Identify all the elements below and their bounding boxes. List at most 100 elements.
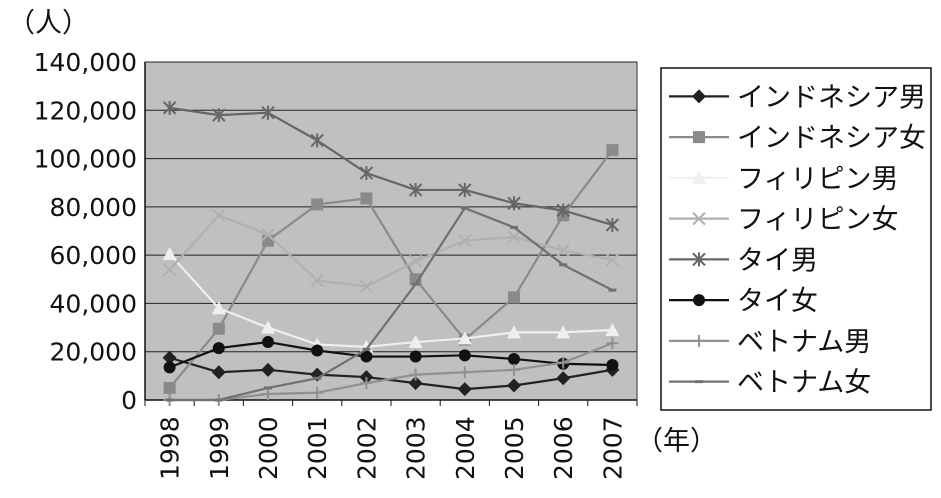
legend-marker: [692, 170, 706, 184]
data-point: [162, 262, 177, 277]
data-point: [212, 342, 225, 355]
data-point: [507, 325, 521, 339]
data-point: [606, 358, 619, 371]
data-point: [508, 291, 520, 304]
data-point: [457, 382, 472, 397]
data-point: [510, 225, 518, 229]
y-tick-label: 100,000: [34, 145, 137, 174]
legend-label: インドネシア男: [737, 82, 926, 113]
data-point: [605, 217, 620, 232]
legend-marker: [693, 334, 705, 347]
x-tick-label: 1999: [205, 416, 234, 480]
series-line: [168, 149, 614, 389]
data-point: [310, 273, 324, 288]
data-point: [262, 387, 274, 400]
legend-marker: [693, 294, 705, 307]
legend-item: ベトナム女: [669, 368, 871, 399]
y-tick-label: 40,000: [50, 289, 137, 318]
legend-item: インドネシア男: [669, 82, 926, 113]
y-tick-label: 120,000: [34, 96, 137, 125]
data-point: [163, 381, 176, 394]
legend-marker: [695, 380, 703, 384]
data-point: [359, 279, 374, 294]
x-tick-label: 2004: [451, 416, 480, 480]
data-point: [359, 370, 374, 385]
data-point: [262, 336, 274, 349]
data-point: [608, 288, 617, 292]
series-line: [169, 206, 613, 402]
data-point: [507, 196, 521, 211]
data-point: [559, 263, 568, 267]
legend-label: タイ男: [737, 245, 818, 276]
legend-item: インドネシア女: [669, 123, 926, 154]
data-point: [605, 253, 620, 267]
data-point: [408, 335, 423, 349]
data-point: [264, 386, 272, 390]
data-point: [163, 361, 176, 374]
data-point: [311, 198, 324, 211]
legend-label: インドネシア女: [737, 123, 926, 154]
data-point: [458, 366, 471, 379]
data-point: [212, 322, 225, 335]
y-tick-label: 0: [121, 386, 137, 415]
data-point: [162, 246, 177, 260]
data-point: [408, 182, 423, 197]
series-line: [169, 342, 613, 402]
series-line: [168, 253, 613, 348]
legend-item: タイ女: [669, 286, 818, 317]
data-point: [360, 192, 373, 205]
data-point: [556, 243, 570, 258]
data-point: [360, 350, 373, 363]
legend-item: フィリピン男: [669, 164, 898, 195]
y-tick-label: 140,000: [34, 48, 137, 77]
data-point: [362, 347, 371, 351]
series-group: [162, 100, 620, 232]
series-group: [162, 208, 620, 294]
legend-marker: [693, 131, 705, 144]
series-line: [169, 340, 613, 369]
series-line: [169, 356, 613, 391]
x-tick-label: 2003: [402, 416, 431, 480]
data-point: [408, 254, 423, 268]
data-point: [162, 350, 177, 365]
x-tick-label: 2002: [352, 416, 381, 480]
data-point: [311, 386, 324, 399]
x-tick-label: 1998: [156, 416, 185, 480]
data-point: [606, 144, 619, 157]
data-point: [508, 352, 520, 365]
data-point: [261, 320, 275, 334]
data-point: [458, 349, 471, 362]
data-point: [557, 356, 570, 369]
legend-item: フィリピン女: [669, 205, 898, 236]
legend-marker: [692, 252, 706, 267]
y-tick-label: 60,000: [50, 241, 137, 270]
data-point: [606, 337, 619, 350]
data-point: [460, 206, 469, 210]
data-point: [261, 362, 275, 377]
x-tick-label: 2006: [549, 416, 578, 480]
data-point: [360, 377, 373, 390]
y-unit-label: （人）: [8, 8, 89, 39]
data-point: [556, 371, 571, 386]
legend-marker: [692, 89, 706, 104]
legend-label: フィリピン女: [737, 205, 898, 236]
data-point: [556, 203, 570, 218]
data-point: [556, 325, 571, 339]
x-unit-label: （年）: [636, 426, 717, 457]
legend-item: ベトナム男: [669, 327, 871, 358]
legend-label: ベトナム女: [737, 368, 871, 399]
data-point: [457, 331, 472, 345]
data-point: [409, 273, 422, 286]
series-group: [165, 206, 617, 402]
y-tick-label: 80,000: [50, 193, 137, 222]
data-point: [262, 234, 274, 247]
x-tick-label: 2001: [303, 416, 332, 480]
data-point: [261, 105, 275, 120]
data-point: [211, 365, 226, 380]
legend-label: ベトナム男: [737, 327, 871, 358]
data-point: [313, 376, 322, 380]
legend-label: タイ女: [737, 286, 818, 317]
series-line: [169, 106, 613, 227]
